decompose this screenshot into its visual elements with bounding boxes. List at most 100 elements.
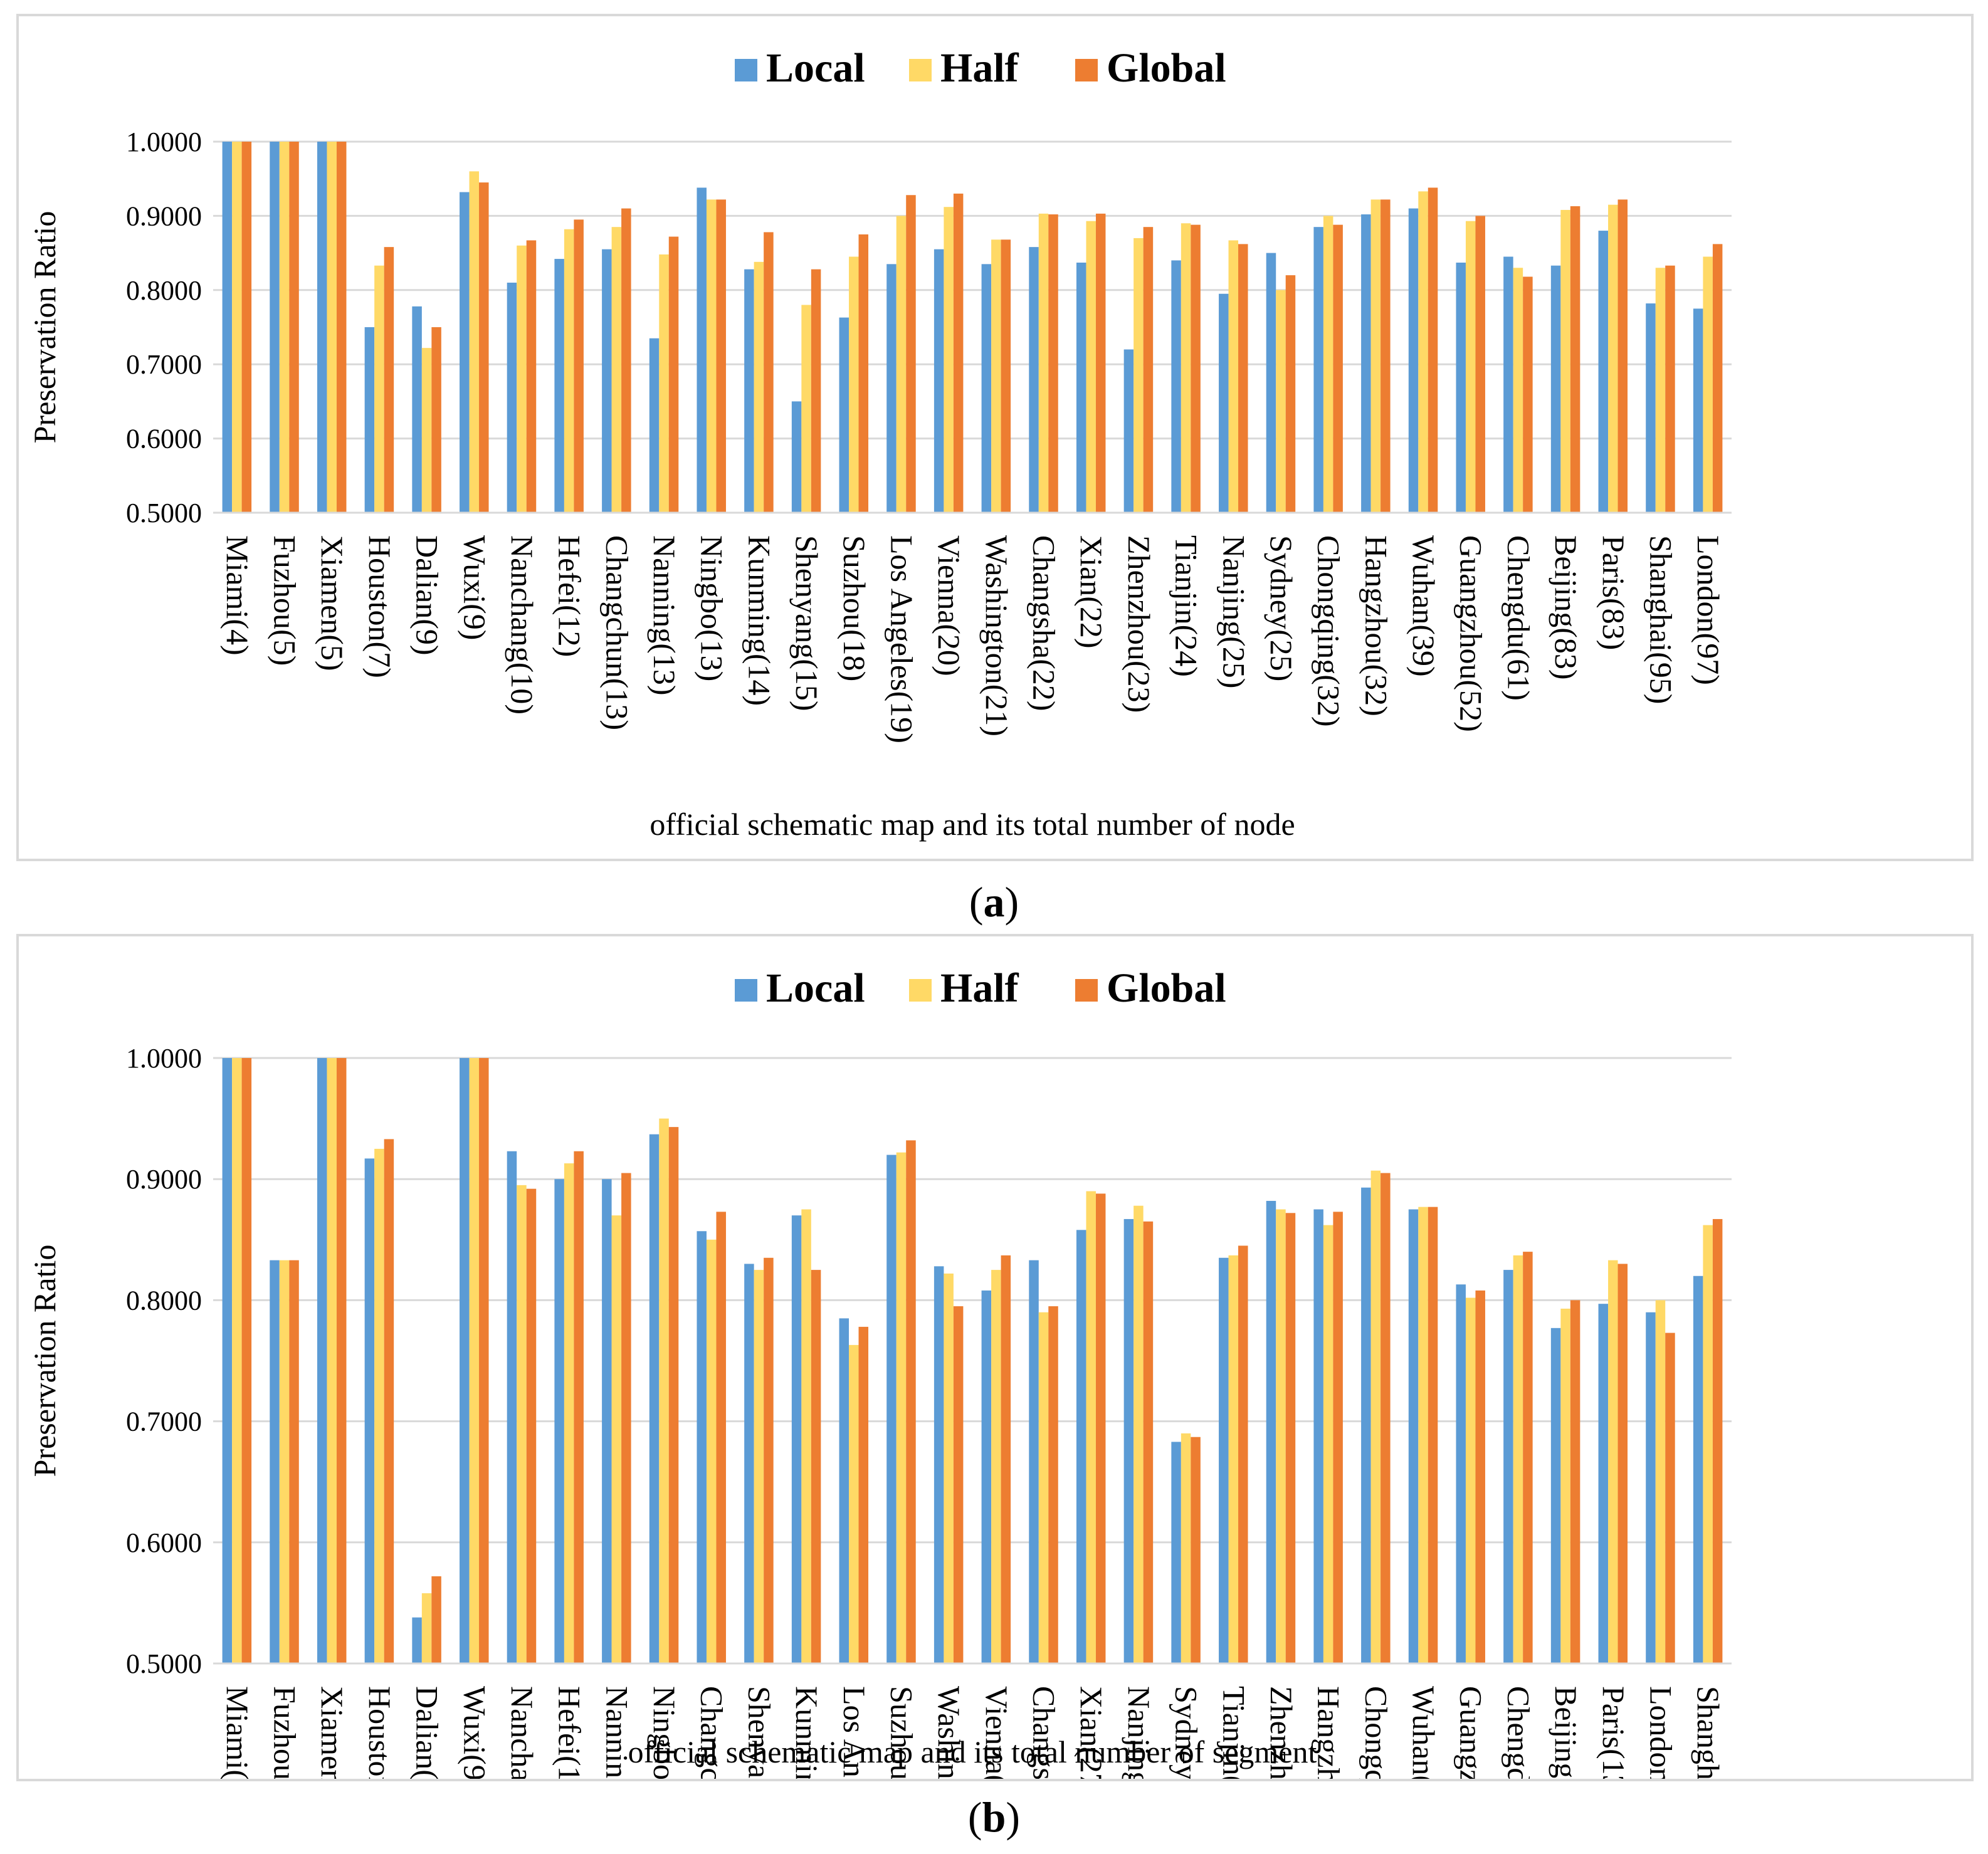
x-category-label: Kunming(19): [789, 1686, 824, 1779]
bar-local: [222, 142, 233, 513]
bar-half: [1608, 1260, 1618, 1663]
bar-local: [270, 1260, 280, 1663]
x-category-label: Vienna(20): [932, 535, 967, 676]
x-category-label: Tianjin(24): [1169, 535, 1204, 677]
x-category-label: Vienna(26): [979, 1686, 1014, 1779]
x-category-label: Zhenzhou(23): [1122, 535, 1157, 713]
bar-global: [1238, 244, 1248, 513]
bar-local: [839, 1318, 849, 1663]
x-category-label: Changsha(27): [1027, 1686, 1062, 1779]
bar-half: [1418, 191, 1428, 513]
bar-global: [1428, 1207, 1438, 1663]
legend-label-half: Half: [940, 45, 1019, 91]
x-category-label: Nanjing(30): [1122, 1686, 1157, 1779]
x-category-label: Shanghai(95): [1643, 535, 1678, 704]
bar-global: [1143, 1221, 1154, 1663]
bar-global: [716, 1212, 726, 1663]
bar-local: [1456, 1284, 1466, 1663]
bar-local: [507, 1151, 517, 1663]
x-category-label: Changchun(16): [695, 1686, 730, 1779]
x-axis-title: official schematic map and its total num…: [650, 807, 1295, 842]
x-category-label: Beijing(129): [1549, 1686, 1584, 1779]
bar-local: [1266, 253, 1276, 513]
bar-global: [1570, 1300, 1580, 1663]
x-category-label: Shenyang(18 ): [742, 1686, 777, 1779]
x-category-label: Wuxi(9): [457, 1686, 492, 1779]
bar-local: [1693, 1275, 1703, 1663]
bar-local: [1219, 293, 1229, 513]
bar-global: [811, 269, 821, 513]
x-category-label: Changsha(22): [1027, 535, 1062, 711]
x-category-label: Nanning(13): [647, 535, 682, 696]
bar-local: [1171, 260, 1181, 513]
bar-local: [1598, 1304, 1609, 1663]
bar-global: [1001, 239, 1011, 513]
x-category-label: Paris(83): [1596, 535, 1631, 650]
bar-global: [1285, 1213, 1296, 1663]
x-category-label: Sydney(31): [1169, 1686, 1204, 1779]
x-category-label: Ningbo(15): [647, 1686, 682, 1779]
legend-label-global: Global: [1107, 45, 1226, 91]
bar-local: [1076, 262, 1086, 513]
x-category-label: Dalian(9): [410, 535, 445, 656]
bar-half: [944, 207, 954, 513]
x-category-label: Changchun(13): [599, 535, 634, 730]
bar-half: [611, 1215, 622, 1663]
bar-local: [981, 264, 992, 513]
x-category-label: Wuxi(9): [457, 535, 492, 640]
bar-half: [1513, 1255, 1523, 1663]
legend-swatch-global: [1075, 979, 1098, 1002]
bar-local: [507, 282, 517, 513]
bar-local: [934, 1266, 944, 1663]
y-axis-title: Preservation Ratio: [27, 1245, 62, 1477]
bar-global: [526, 1188, 537, 1663]
y-tick-label: 1.0000: [126, 1043, 202, 1074]
bar-local: [460, 1058, 470, 1663]
bar-half: [1370, 1170, 1381, 1663]
bar-half: [849, 1344, 859, 1663]
bar-local: [791, 1215, 802, 1663]
bar-local: [412, 306, 422, 513]
bar-local: [1171, 1442, 1181, 1663]
bar-global: [1333, 224, 1343, 513]
bar-chart-a: 0.5000 0.6000 0.7000 0.8000 0.9000 1.0000 Miam…: [27, 45, 1732, 842]
bar-global: [384, 247, 394, 513]
bar-half: [991, 239, 1001, 513]
bar-local: [1313, 227, 1323, 513]
bar-half: [801, 1209, 811, 1663]
bar-global: [1381, 199, 1391, 513]
bar-half: [896, 216, 907, 513]
bar-global: [1428, 187, 1438, 513]
bar-global: [764, 232, 774, 513]
bar-half: [421, 1593, 432, 1663]
bar-global: [1665, 1333, 1675, 1663]
bar-global: [668, 1127, 679, 1663]
bar-half: [1086, 221, 1096, 513]
bar-half: [1133, 238, 1144, 513]
legend-label-half: Half: [940, 965, 1019, 1011]
bar-local: [1029, 1260, 1039, 1663]
caption-b: (b): [967, 1793, 1021, 1841]
chart-panel-a: 0.5000 0.6000 0.7000 0.8000 0.9000 1.0000 Miam…: [16, 14, 1974, 861]
bar-local: [317, 1058, 327, 1663]
bar-global: [1523, 276, 1533, 513]
bar-global: [1665, 265, 1675, 513]
bar-local: [1408, 208, 1419, 513]
bar-global: [479, 1058, 489, 1663]
bar-global: [241, 142, 252, 513]
bar-half: [421, 348, 432, 513]
bar-local: [1550, 1328, 1561, 1663]
bar-half: [1038, 1312, 1049, 1663]
bar-global: [1475, 216, 1485, 513]
bar-global: [1048, 214, 1058, 513]
bar-half: [706, 1239, 717, 1663]
bar-local: [1361, 214, 1371, 513]
bar-half: [327, 1058, 337, 1663]
bar-half: [1181, 223, 1191, 513]
bar-global: [336, 1058, 347, 1663]
bar-global: [858, 234, 869, 513]
bar-half: [706, 199, 717, 513]
bar-local: [1408, 1209, 1419, 1663]
bar-global: [336, 142, 347, 513]
bar-global: [241, 1058, 252, 1663]
